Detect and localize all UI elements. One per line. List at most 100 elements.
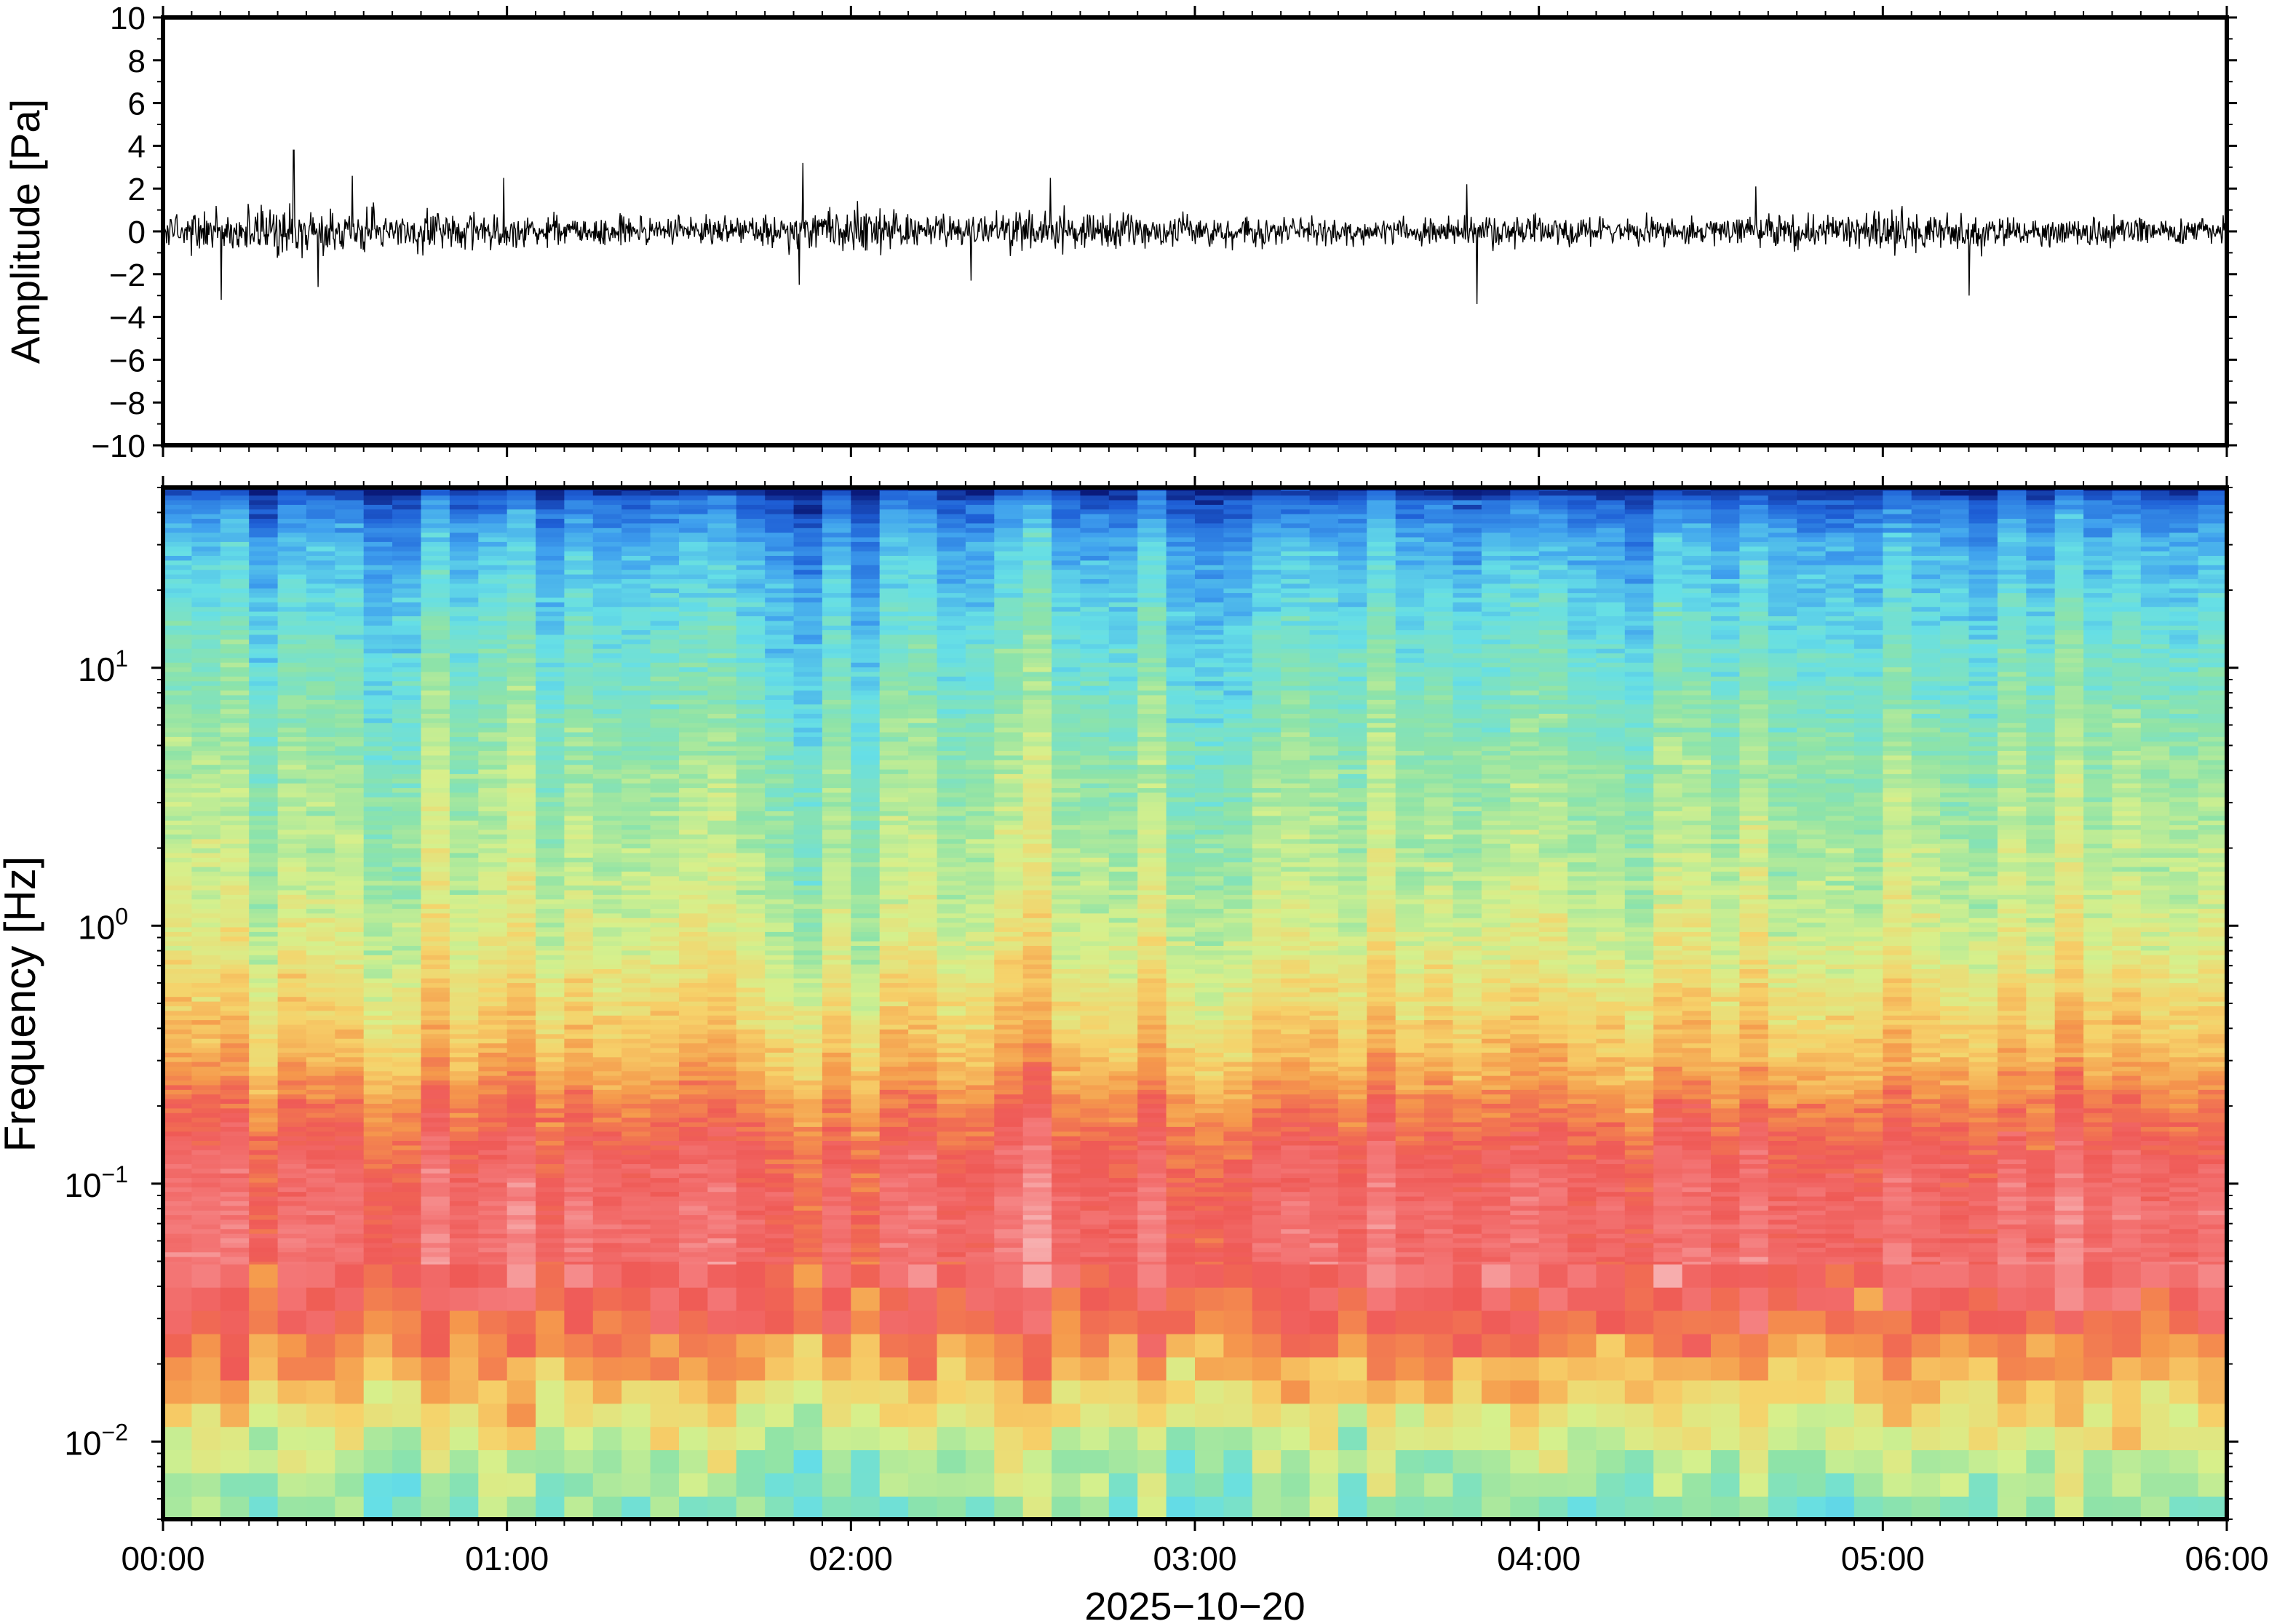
spectrogram-cell (506, 750, 536, 756)
spectrogram-cell (679, 648, 709, 653)
spectrogram-cell (449, 490, 480, 496)
spectrogram-cell (707, 931, 737, 937)
spectrogram-cell (335, 527, 365, 533)
spectrogram-cell (592, 1242, 622, 1248)
spectrogram-cell (421, 1168, 450, 1174)
spectrogram-cell (650, 573, 680, 579)
spectrogram-cell (506, 1209, 536, 1216)
spectrogram-cell (220, 1219, 250, 1225)
spectrogram-cell (765, 1080, 795, 1086)
spectrogram-cell (707, 819, 737, 826)
spectrogram-cell (564, 1310, 594, 1334)
spectrogram-cell (621, 745, 651, 751)
spectrogram-cell (392, 680, 422, 686)
spectrogram-cell (908, 1473, 938, 1497)
spectrogram-cell (163, 731, 193, 737)
spectrogram-cell (564, 1066, 594, 1072)
spectrogram-cell (793, 973, 823, 979)
spectrogram-cell (191, 546, 221, 552)
spectrogram-cell (163, 610, 193, 616)
spectrogram-cell (679, 778, 709, 784)
spectrogram-cell (621, 653, 651, 658)
spectrogram-cell (621, 1247, 651, 1253)
spectrogram-cell (506, 1052, 536, 1058)
spectrogram-cell (449, 1187, 480, 1193)
spectrogram-cell (421, 1056, 450, 1062)
spectrogram-cell (220, 1209, 250, 1216)
spectrogram-cell (191, 843, 221, 848)
spectrogram-cell (650, 889, 680, 895)
spectrogram-cell (220, 1264, 250, 1288)
spectrogram-cell (564, 555, 594, 561)
spectrogram-cell (363, 555, 393, 561)
spectrogram-cell (679, 768, 709, 774)
spectrogram-cell (277, 899, 307, 904)
spectrogram-cell (879, 1154, 909, 1160)
spectrogram-cell (679, 801, 709, 807)
spectrogram-cell (879, 1496, 909, 1519)
spectrogram-cell (392, 569, 422, 575)
spectrogram-cell (363, 1117, 393, 1123)
spectrogram-cell (163, 917, 193, 923)
spectrogram-cell (679, 676, 709, 682)
spectrogram-cell (277, 824, 307, 830)
spectrogram-cell (536, 1496, 565, 1519)
spectrogram-cell (277, 569, 307, 575)
spectrogram-cell (277, 936, 307, 942)
spectrogram-cell (765, 1168, 795, 1174)
spectrogram-cell (163, 861, 193, 867)
spectrogram-cell (506, 1214, 536, 1220)
spectrogram-cell (736, 1047, 766, 1053)
spectrogram-cell (478, 1356, 508, 1381)
spectrogram-cell (822, 620, 852, 626)
spectrogram-cell (592, 894, 622, 900)
spectrogram-cell (793, 950, 823, 955)
spectrogram-cell (793, 875, 823, 881)
spectrogram-cell (220, 987, 250, 992)
spectrogram-cell (363, 1177, 393, 1183)
spectrogram-cell (306, 1080, 336, 1086)
spectrogram-cell (536, 518, 565, 524)
spectrogram-cell (478, 699, 508, 705)
spectrogram-cell (736, 848, 766, 853)
spectrogram-cell (163, 1006, 193, 1011)
spectrogram-cell (506, 987, 536, 992)
spectrogram-cell (736, 917, 766, 923)
spectrogram-cell (449, 741, 480, 747)
spectrogram-cell (163, 805, 193, 811)
spectrogram-cell (449, 624, 480, 631)
spectrogram-cell (335, 1172, 365, 1179)
spectrogram-cell (478, 741, 508, 747)
spectrogram-cell (707, 797, 737, 803)
spectrogram-cell (421, 1201, 450, 1206)
spectrogram-cell (421, 657, 450, 663)
spectrogram-cell (765, 899, 795, 904)
spectrogram-cell (679, 1449, 709, 1473)
spectrogram-cell (191, 917, 221, 923)
spectrogram-cell (421, 634, 450, 640)
spectrogram-cell (249, 592, 279, 598)
spectrogram-cell (621, 685, 651, 691)
spectrogram-cell (908, 1191, 938, 1197)
spectrogram-cell (592, 643, 622, 649)
spectrogram-cell (592, 509, 622, 514)
spectrogram-cell (220, 573, 250, 579)
spectrogram-cell (621, 857, 651, 863)
spectrogram-cell (564, 495, 594, 501)
spectrogram-cell (449, 880, 480, 886)
spectrogram-cell (536, 555, 565, 561)
spectrogram-cell (449, 685, 480, 691)
spectrogram-cell (650, 1094, 680, 1099)
spectrogram-cell (163, 987, 193, 992)
spectrogram-cell (621, 1158, 651, 1164)
spectrogram-cell (392, 787, 422, 793)
spectrogram-cell (765, 676, 795, 682)
spectrogram-cell (421, 616, 450, 621)
spectrogram-cell (506, 606, 536, 612)
spectrogram-cell (679, 736, 709, 742)
spectrogram-cell (191, 1310, 221, 1334)
spectrogram-cell (679, 1019, 709, 1025)
spectrogram-cell (908, 1000, 938, 1006)
spectrogram-cell (277, 1177, 307, 1183)
spectrogram-cell (421, 797, 450, 803)
